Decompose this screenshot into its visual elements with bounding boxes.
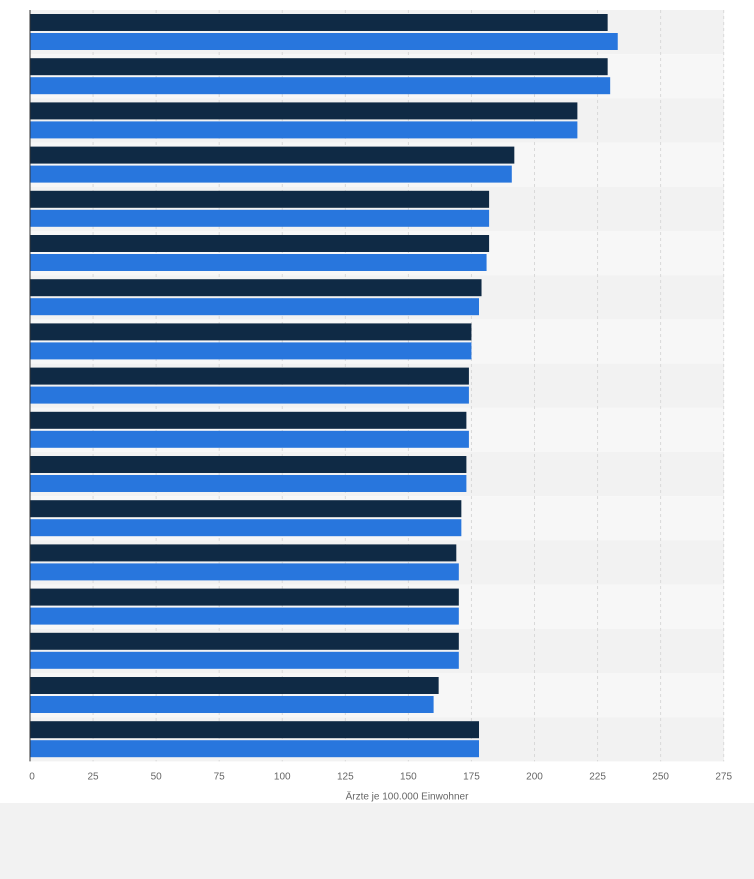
bar-series-1 bbox=[30, 721, 480, 739]
bar-series-1 bbox=[30, 146, 515, 164]
bar-series-1 bbox=[30, 14, 608, 31]
bar-series-1 bbox=[30, 632, 459, 650]
bar-series-1 bbox=[30, 235, 490, 252]
bar-series-2 bbox=[30, 254, 487, 271]
bar-series-2 bbox=[30, 386, 469, 404]
bar-series-2 bbox=[30, 33, 618, 50]
bar-series-2 bbox=[30, 209, 490, 227]
bar-series-2 bbox=[30, 519, 462, 537]
bar-series-1 bbox=[30, 190, 490, 208]
x-tick-label: 0 bbox=[29, 771, 35, 782]
bar-series-2 bbox=[30, 740, 480, 758]
x-tick-label: 225 bbox=[589, 771, 606, 782]
bar-series-2 bbox=[30, 298, 480, 316]
bar-series-2 bbox=[30, 77, 611, 95]
bar-series-2 bbox=[30, 165, 512, 183]
x-tick-label: 200 bbox=[526, 771, 543, 782]
bar-series-1 bbox=[30, 323, 472, 341]
x-tick-label: 175 bbox=[463, 771, 480, 782]
x-tick-label: 75 bbox=[214, 771, 226, 782]
bar-series-2 bbox=[30, 696, 434, 713]
x-tick-label: 275 bbox=[715, 771, 732, 782]
bar-series-1 bbox=[30, 367, 469, 385]
x-axis-title: Ärzte je 100.000 Einwohner bbox=[346, 790, 470, 802]
bar-series-2 bbox=[30, 342, 472, 360]
bar-series-1 bbox=[30, 456, 467, 473]
bar-series-1 bbox=[30, 58, 608, 76]
bar-series-1 bbox=[30, 279, 482, 297]
x-tick-label: 250 bbox=[652, 771, 669, 782]
bar-series-1 bbox=[30, 102, 578, 120]
bar-series-2 bbox=[30, 563, 459, 581]
x-axis: 0 25 50 75 100 125 150 175 200 225 250 275 bbox=[29, 10, 732, 782]
x-tick-label: 50 bbox=[151, 771, 163, 782]
footer-band bbox=[0, 803, 754, 879]
x-tick-label: 100 bbox=[274, 771, 291, 782]
bar-series-2 bbox=[30, 607, 459, 625]
bar-series-2 bbox=[30, 475, 467, 492]
x-tick-label: 150 bbox=[400, 771, 417, 782]
bar-series-1 bbox=[30, 544, 457, 562]
bar-series-2 bbox=[30, 651, 459, 669]
bar-series-1 bbox=[30, 588, 459, 606]
x-tick-label: 25 bbox=[88, 771, 100, 782]
bar-series-2 bbox=[30, 430, 469, 448]
bar-series-1 bbox=[30, 677, 439, 694]
bars bbox=[30, 14, 618, 758]
bar-series-1 bbox=[30, 500, 462, 518]
bar-series-1 bbox=[30, 411, 467, 429]
bar-series-2 bbox=[30, 121, 578, 139]
x-tick-label: 125 bbox=[337, 771, 354, 782]
